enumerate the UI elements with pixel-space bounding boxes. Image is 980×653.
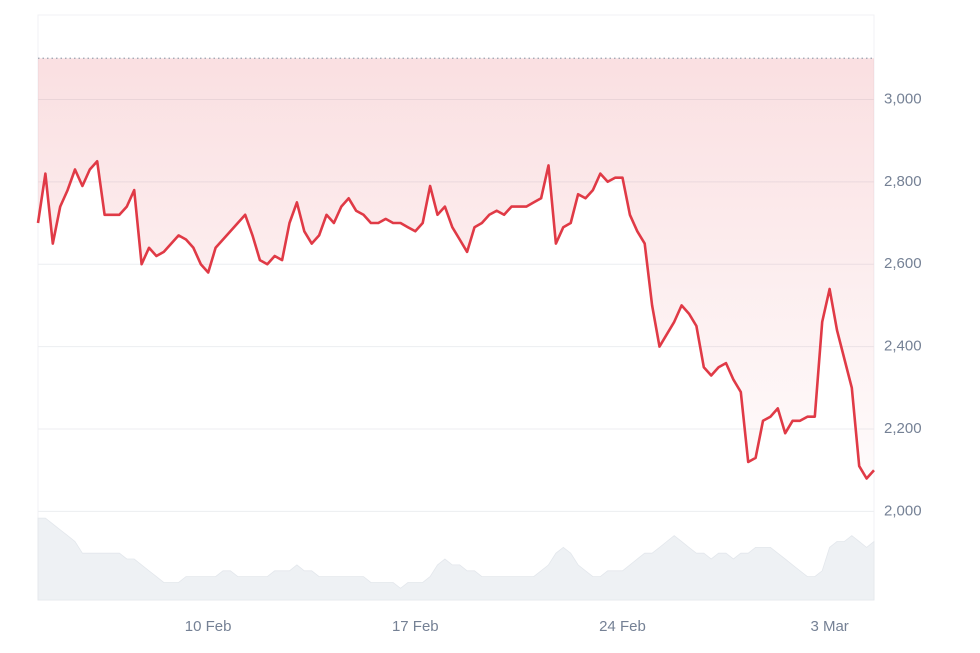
volume-area: [37, 517, 875, 601]
y-tick-label: 2,400: [884, 338, 922, 355]
y-tick-label: 2,000: [884, 502, 922, 519]
y-tick-label: 3,000: [884, 90, 922, 107]
price-line: [36, 160, 875, 480]
y-tick-label: 2,200: [884, 420, 922, 437]
price-fill: [38, 58, 874, 479]
y-tick-label: 2,600: [884, 255, 922, 272]
y-tick-label: 2,800: [884, 173, 922, 190]
x-tick-label: 17 Feb: [392, 618, 439, 635]
x-tick-label: 10 Feb: [185, 618, 232, 635]
x-tick-label: 24 Feb: [599, 618, 646, 635]
x-tick-label: 3 Mar: [810, 618, 848, 635]
